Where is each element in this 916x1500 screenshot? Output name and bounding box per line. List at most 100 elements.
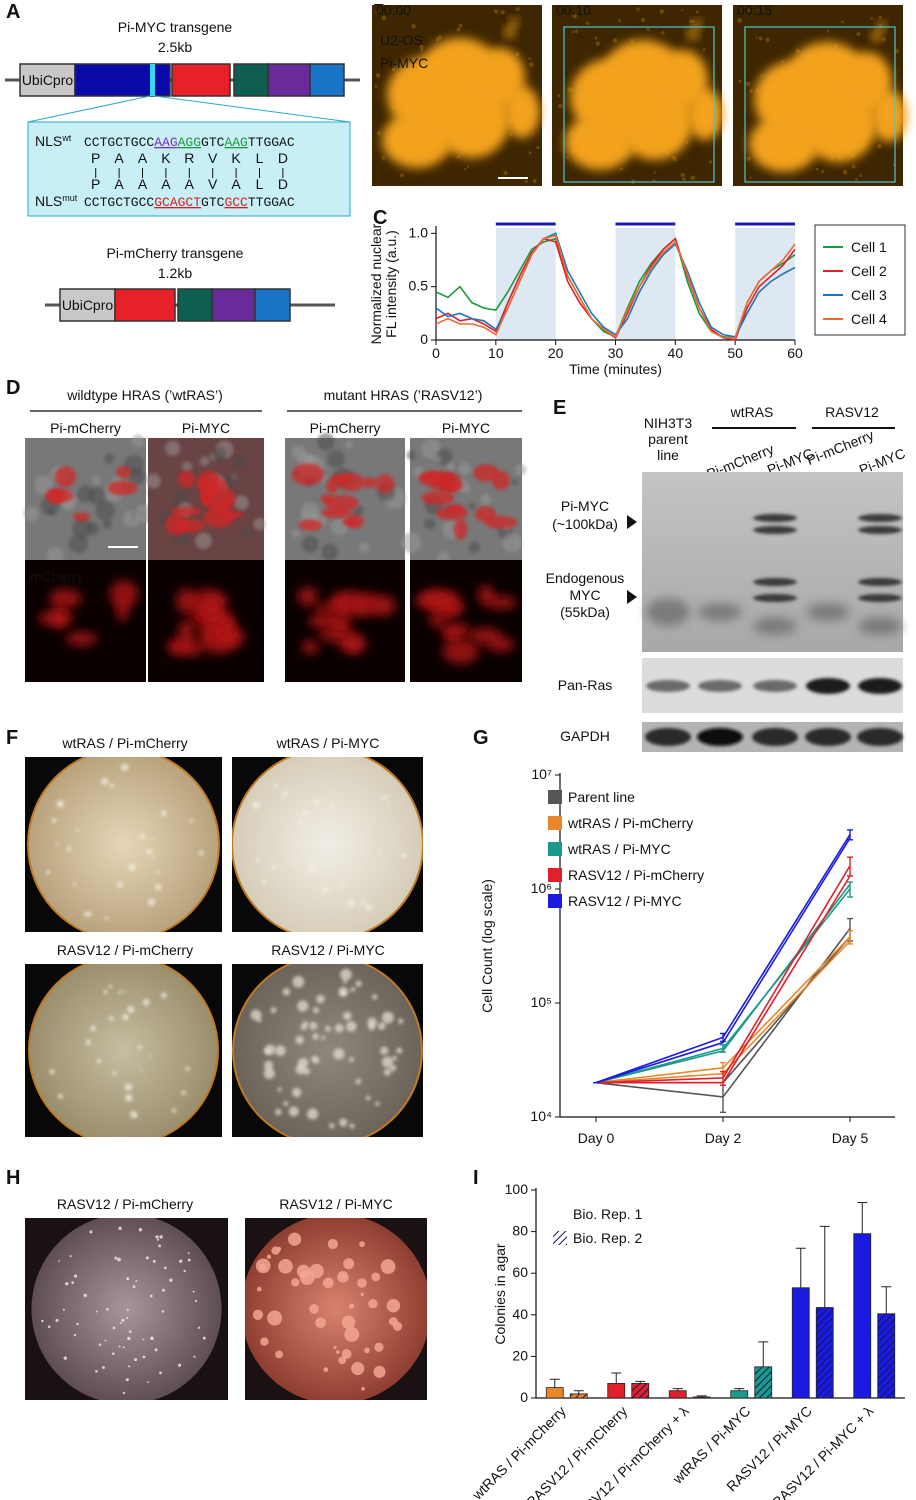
sequence-segment: AAG xyxy=(154,135,177,150)
speckle xyxy=(747,9,750,12)
colony xyxy=(83,1293,87,1298)
legend-label: Cell 3 xyxy=(851,287,887,303)
speckle xyxy=(758,36,763,41)
texture xyxy=(421,438,442,459)
cell xyxy=(338,472,365,492)
error-bar xyxy=(720,1032,726,1043)
sequence-segment: TTGGAC xyxy=(248,135,295,150)
cell xyxy=(453,519,468,540)
texture xyxy=(34,475,54,495)
amino-acid: D xyxy=(278,176,288,192)
colony xyxy=(386,859,389,863)
panel-letter: I xyxy=(473,1167,479,1189)
y-tick-label: 60 xyxy=(512,1264,528,1280)
y-tick-label: 100 xyxy=(505,1181,529,1197)
y-tick-label: 80 xyxy=(512,1223,528,1239)
colony xyxy=(124,1083,133,1091)
cell xyxy=(73,512,91,522)
colony xyxy=(160,992,167,999)
colony xyxy=(349,1123,355,1129)
speckle xyxy=(595,41,600,46)
colony xyxy=(325,1025,331,1032)
colony xyxy=(148,1055,152,1058)
speckle xyxy=(659,9,665,14)
amino-acid: A xyxy=(138,150,148,166)
texture xyxy=(458,462,471,476)
legend-label: RASV12 / Pi-mCherry xyxy=(568,867,704,883)
colony xyxy=(263,1060,274,1070)
zoom-line xyxy=(154,95,351,123)
dish-label: RASV12 / Pi-MYC xyxy=(271,942,385,958)
texture xyxy=(165,440,181,456)
error-bar xyxy=(549,1378,560,1388)
y-tick-label: 20 xyxy=(512,1347,528,1363)
colony xyxy=(315,1317,326,1329)
colony xyxy=(278,1259,293,1274)
colony xyxy=(193,1355,196,1358)
texture xyxy=(145,473,161,489)
x-tick-label: 40 xyxy=(668,345,684,361)
colony xyxy=(312,1057,320,1064)
colony xyxy=(256,1286,262,1292)
bar xyxy=(668,1390,687,1399)
sequence-segment: AGG xyxy=(178,135,201,150)
cell-signal xyxy=(318,628,354,642)
band xyxy=(858,594,902,602)
error-bar xyxy=(881,1286,892,1314)
construct-element xyxy=(309,63,345,97)
colony xyxy=(83,911,90,917)
colony xyxy=(66,846,72,852)
colony xyxy=(51,817,57,824)
construct-element xyxy=(211,288,256,322)
speckle xyxy=(851,164,856,169)
x-tick-label: 0 xyxy=(432,345,440,361)
cell-signal xyxy=(65,631,98,647)
texture xyxy=(317,432,335,451)
colony xyxy=(298,818,305,826)
nls-superscript: mut xyxy=(62,193,78,203)
colony xyxy=(380,795,384,799)
cell xyxy=(203,508,235,528)
dish-label: RASV12 / Pi-MYC xyxy=(279,1196,393,1212)
colony xyxy=(154,1348,158,1352)
lane-header: NIH3T3 xyxy=(644,415,692,431)
colony xyxy=(295,842,300,847)
zoom-line xyxy=(27,95,151,123)
colony xyxy=(355,1078,362,1085)
texture xyxy=(424,518,436,530)
y-tick-label: 0.5 xyxy=(409,278,429,294)
error-bar xyxy=(758,1341,769,1367)
colony xyxy=(342,979,347,984)
legend-swatch xyxy=(548,816,562,830)
colony xyxy=(55,842,59,846)
amino-acid: R xyxy=(184,150,194,166)
cell-signal xyxy=(201,595,223,619)
cell-line-label: Pi-MYC xyxy=(380,55,428,71)
texture xyxy=(212,447,227,462)
cell-signal xyxy=(297,586,319,607)
colony xyxy=(123,990,126,994)
colony xyxy=(118,1345,121,1348)
cell xyxy=(421,490,455,506)
dish-label: wtRAS / Pi-mCherry xyxy=(61,735,187,751)
colony xyxy=(343,1258,355,1270)
cell xyxy=(325,494,359,512)
speckle xyxy=(528,57,532,60)
colony xyxy=(335,1350,340,1354)
panel-letter: D xyxy=(6,377,20,399)
speckle xyxy=(456,27,461,32)
colony xyxy=(380,1259,396,1275)
speckle xyxy=(391,67,396,72)
colony xyxy=(112,1071,117,1076)
colony xyxy=(112,1352,115,1355)
colony xyxy=(146,848,153,855)
texture xyxy=(147,489,155,497)
legend-label: Bio. Rep. 2 xyxy=(573,1230,642,1246)
colony xyxy=(73,1274,78,1278)
panel-letter: H xyxy=(6,1167,20,1189)
nls-superscript: wt xyxy=(61,133,71,143)
legend-label: wtRAS / Pi-mCherry xyxy=(567,815,693,831)
column-label: Pi-mCherry xyxy=(50,420,121,436)
colony xyxy=(396,826,399,829)
band-label: Endogenous xyxy=(546,570,625,586)
